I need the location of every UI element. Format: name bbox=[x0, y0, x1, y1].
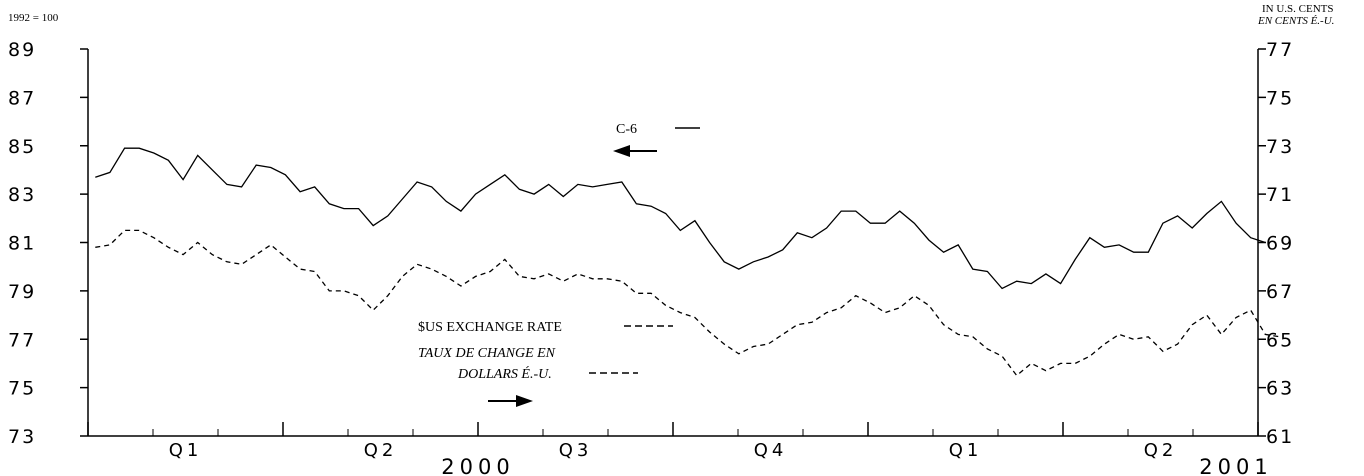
left-tick-label: 85 bbox=[8, 136, 36, 158]
right-tick-label: 73 bbox=[1266, 136, 1294, 158]
right-tick-label: 71 bbox=[1266, 184, 1294, 206]
year-label: 2000 bbox=[441, 455, 514, 476]
x-axis: Q1 Q2 Q3 Q4 Q1 Q2 2000 2001 bbox=[87, 422, 1272, 476]
left-tick-label: 89 bbox=[8, 39, 36, 61]
right-tick-label: 75 bbox=[1266, 87, 1294, 109]
quarter-label: Q1 bbox=[949, 440, 983, 461]
right-tick-label: 65 bbox=[1266, 329, 1294, 351]
right-axis-label-fr: EN CENTS É.-U. bbox=[1257, 15, 1334, 27]
right-axis-label-en: IN U.S. CENTS bbox=[1262, 3, 1334, 15]
c6-legend-label: C-6 bbox=[616, 122, 637, 137]
left-axis-label: 1992 = 100 bbox=[8, 12, 59, 24]
left-tick-label: 75 bbox=[8, 378, 36, 400]
c6-index-line bbox=[95, 147, 1266, 290]
quarter-label: Q2 bbox=[364, 440, 398, 461]
exchange-rate-line bbox=[95, 229, 1281, 377]
left-tick-label: 73 bbox=[8, 426, 36, 448]
left-y-axis: 89 87 85 83 81 79 77 75 73 bbox=[8, 39, 88, 448]
left-arrow-icon bbox=[613, 145, 657, 157]
series-layer bbox=[95, 147, 1281, 377]
left-tick-label: 83 bbox=[8, 184, 36, 206]
exchange-legend-label: $US EXCHANGE RATE bbox=[418, 320, 562, 335]
year-label: 2001 bbox=[1199, 455, 1272, 476]
right-tick-label: 61 bbox=[1266, 426, 1294, 448]
right-tick-label: 63 bbox=[1266, 378, 1294, 400]
left-tick-label: 79 bbox=[8, 281, 36, 303]
left-tick-label: 87 bbox=[8, 87, 36, 109]
left-tick-label: 77 bbox=[8, 329, 36, 351]
quarter-label: Q1 bbox=[169, 440, 203, 461]
right-arrow-icon bbox=[488, 395, 533, 407]
exchange-legend-label-fr-1: TAUX DE CHANGE EN bbox=[418, 346, 556, 361]
quarter-label: Q2 bbox=[1144, 440, 1178, 461]
quarter-label: Q3 bbox=[559, 440, 593, 461]
right-y-axis: 77 75 73 71 69 67 65 63 61 bbox=[1258, 39, 1294, 448]
exchange-legend-label-fr-2: DOLLARS É.-U. bbox=[457, 365, 552, 382]
quarter-label: Q4 bbox=[754, 440, 788, 461]
right-tick-label: 69 bbox=[1266, 233, 1294, 255]
right-tick-label: 77 bbox=[1266, 39, 1294, 61]
right-tick-label: 67 bbox=[1266, 281, 1294, 303]
left-tick-label: 81 bbox=[8, 233, 36, 255]
